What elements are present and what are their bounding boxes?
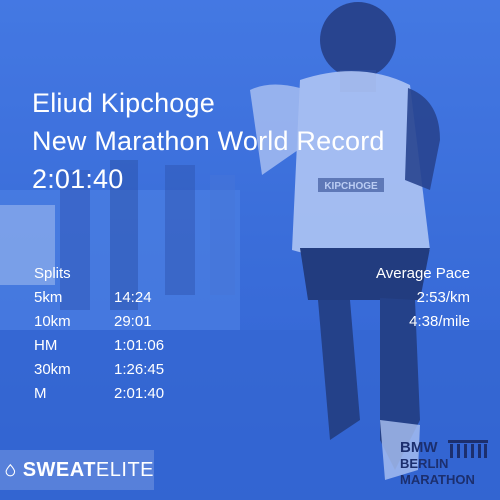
split-time: 2:01:40 (114, 385, 165, 402)
runner-left-arm (250, 84, 300, 175)
barrier-banner (0, 205, 55, 285)
split-label: 30km (34, 361, 71, 378)
splits-table: Splits 5km 14:24 10km 29:01 HM 1:01:06 3… (34, 262, 204, 406)
spectator (110, 160, 138, 310)
split-row: 5km 14:24 (34, 286, 204, 310)
split-time: 1:01:06 (114, 337, 165, 354)
split-row: M 2:01:40 (34, 382, 204, 406)
record-title: New Marathon World Record (32, 126, 385, 156)
runner-sock (380, 420, 420, 480)
logo-line-marathon: MARATHON (400, 472, 475, 487)
marathon-wordmark: BMW BERLIN MARATHON (400, 439, 488, 487)
logo-line-berlin: BERLIN (400, 456, 448, 471)
sweat-elite-logo: SWEATELITE (0, 450, 154, 490)
bmw-berlin-marathon-logo: BMW BERLIN MARATHON (398, 436, 490, 488)
pace-heading: Average Pace (376, 265, 470, 282)
athlete-name: Eliud Kipchoge (32, 88, 215, 118)
split-time: 29:01 (114, 313, 152, 330)
brandenburg-gate-icon (448, 440, 488, 458)
split-row: HM 1:01:06 (34, 334, 204, 358)
split-label: M (34, 385, 47, 402)
record-time: 2:01:40 (32, 164, 124, 194)
split-time: 1:26:45 (114, 361, 165, 378)
split-label: HM (34, 337, 58, 354)
runner-shorts (300, 248, 430, 300)
bib-name: KIPCHOGE (324, 181, 378, 192)
split-row: 30km 1:26:45 (34, 358, 204, 382)
split-time: 14:24 (114, 289, 152, 306)
spectator (60, 170, 90, 310)
runner-right-arm (405, 88, 440, 190)
spectator (165, 165, 195, 295)
splits-heading: Splits (34, 265, 71, 282)
split-label: 10km (34, 313, 71, 330)
logo-line-bmw: BMW (400, 439, 438, 456)
runner-head (320, 2, 396, 78)
runner-left-leg (318, 300, 360, 440)
headline: Eliud Kipchoge New Marathon World Record… (32, 84, 385, 198)
runner-vest (292, 71, 430, 260)
pace-per-km: 2:53/km (416, 289, 470, 306)
average-pace: Average Pace 2:53/km 4:38/mile (376, 262, 470, 334)
pace-per-mile: 4:38/mile (409, 313, 470, 330)
split-label: 5km (34, 289, 63, 306)
split-row: 10km 29:01 (34, 310, 204, 334)
bib (318, 178, 384, 192)
drop-icon (5, 463, 16, 477)
sweat-elite-wordmark: SWEATELITE (22, 458, 154, 481)
spectator (210, 175, 235, 295)
